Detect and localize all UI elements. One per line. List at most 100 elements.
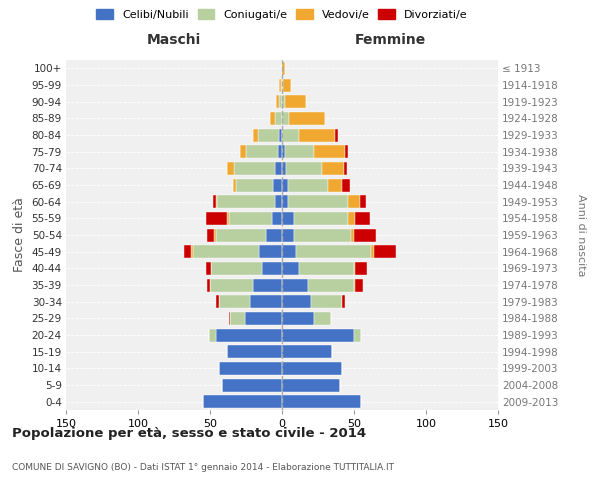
Bar [354, 262, 355, 275]
Bar [218, 295, 250, 308]
Bar [227, 212, 229, 225]
Bar [193, 245, 259, 258]
Bar [279, 78, 281, 92]
Bar [282, 245, 296, 258]
Bar [274, 178, 282, 192]
Bar [355, 262, 367, 275]
Bar [276, 95, 279, 108]
Bar [282, 212, 293, 225]
Bar [343, 295, 346, 308]
Bar [328, 178, 343, 192]
Bar [374, 245, 396, 258]
Bar [259, 245, 282, 258]
Bar [355, 212, 370, 225]
Bar [344, 162, 347, 175]
Bar [282, 195, 288, 208]
Bar [240, 145, 246, 158]
Bar [221, 378, 282, 392]
Bar [279, 128, 282, 141]
Text: Femmine: Femmine [355, 32, 425, 46]
Bar [227, 345, 282, 358]
Bar [216, 295, 218, 308]
Bar [282, 112, 289, 125]
Bar [289, 112, 325, 125]
Bar [314, 145, 346, 158]
Bar [282, 378, 340, 392]
Bar [285, 95, 307, 108]
Bar [282, 262, 299, 275]
Text: Maschi: Maschi [147, 32, 201, 46]
Bar [266, 228, 282, 241]
Bar [282, 362, 343, 375]
Bar [293, 212, 348, 225]
Bar [229, 312, 230, 325]
Bar [275, 162, 282, 175]
Bar [278, 145, 282, 158]
Bar [227, 162, 235, 175]
Bar [272, 212, 282, 225]
Bar [282, 345, 332, 358]
Bar [314, 312, 331, 325]
Bar [218, 362, 282, 375]
Bar [282, 312, 314, 325]
Bar [299, 262, 354, 275]
Text: Popolazione per età, sesso e stato civile - 2014: Popolazione per età, sesso e stato civil… [12, 428, 366, 440]
Bar [207, 278, 210, 291]
Bar [282, 328, 354, 342]
Bar [246, 145, 278, 158]
Bar [229, 212, 272, 225]
Bar [282, 278, 308, 291]
Bar [346, 145, 348, 158]
Bar [354, 278, 355, 291]
Bar [262, 262, 282, 275]
Bar [282, 62, 285, 75]
Bar [271, 112, 275, 125]
Bar [217, 195, 275, 208]
Bar [354, 228, 376, 241]
Bar [282, 178, 288, 192]
Bar [348, 212, 355, 225]
Bar [288, 178, 328, 192]
Bar [245, 312, 282, 325]
Bar [203, 395, 282, 408]
Bar [279, 95, 282, 108]
Bar [282, 295, 311, 308]
Bar [213, 195, 216, 208]
Bar [360, 195, 365, 208]
Y-axis label: Anni di nascita: Anni di nascita [575, 194, 586, 276]
Bar [253, 278, 282, 291]
Bar [343, 178, 350, 192]
Bar [250, 295, 282, 308]
Bar [206, 262, 211, 275]
Bar [282, 162, 286, 175]
Bar [308, 278, 354, 291]
Bar [286, 162, 322, 175]
Bar [184, 245, 191, 258]
Bar [230, 312, 245, 325]
Bar [275, 195, 282, 208]
Bar [216, 195, 217, 208]
Bar [282, 395, 361, 408]
Bar [281, 78, 282, 92]
Bar [206, 212, 227, 225]
Bar [253, 128, 257, 141]
Bar [371, 245, 374, 258]
Bar [233, 178, 236, 192]
Bar [210, 278, 253, 291]
Bar [282, 128, 299, 141]
Bar [282, 95, 285, 108]
Bar [191, 245, 193, 258]
Bar [282, 78, 283, 92]
Bar [299, 128, 335, 141]
Bar [207, 228, 214, 241]
Bar [214, 228, 216, 241]
Bar [236, 178, 274, 192]
Bar [216, 228, 266, 241]
Text: COMUNE DI SAVIGNO (BO) - Dati ISTAT 1° gennaio 2014 - Elaborazione TUTTITALIA.IT: COMUNE DI SAVIGNO (BO) - Dati ISTAT 1° g… [12, 462, 394, 471]
Bar [335, 128, 338, 141]
Bar [296, 245, 371, 258]
Bar [283, 78, 290, 92]
Bar [355, 278, 362, 291]
Bar [285, 145, 314, 158]
Bar [211, 262, 262, 275]
